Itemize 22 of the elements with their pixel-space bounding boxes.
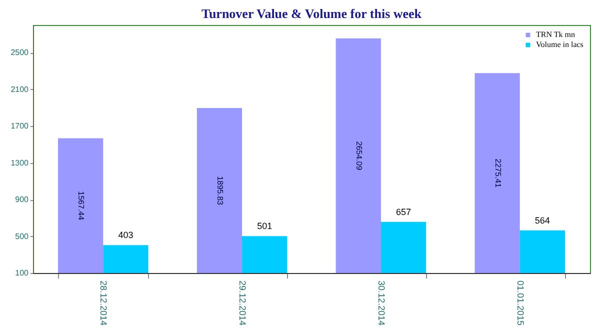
data-label: 2275.41 — [493, 158, 502, 188]
data-label: 564 — [534, 215, 550, 226]
data-label: 2654.09 — [354, 141, 364, 171]
legend-label: TRN Tk mn — [536, 30, 575, 39]
y-tick-label: 1700 — [10, 122, 30, 131]
data-label: 1567.44 — [76, 191, 86, 221]
x-tick-label: 28.12.2014 — [98, 280, 109, 326]
x-tick-label: 30.12.2014 — [376, 280, 386, 326]
y-tick-label: 500 — [15, 232, 30, 241]
legend-label: Volume in lacs — [536, 40, 584, 49]
data-label: 501 — [257, 221, 272, 232]
data-label: 403 — [118, 230, 134, 240]
data-label: 1895.83 — [215, 176, 224, 206]
y-tick-label: 100 — [15, 268, 30, 278]
y-tick-label: 1300 — [10, 158, 30, 168]
x-tick-label: 01.01.2015 — [515, 280, 526, 326]
y-tick-label: 900 — [15, 195, 30, 204]
chart-title: Turnover Value & Volume for this week — [201, 6, 422, 21]
data-label: 657 — [396, 206, 412, 217]
y-tick-label: 2500 — [10, 48, 30, 58]
y-tick-label: 2100 — [10, 84, 30, 94]
x-tick-label: 29.12.2014 — [238, 280, 248, 326]
